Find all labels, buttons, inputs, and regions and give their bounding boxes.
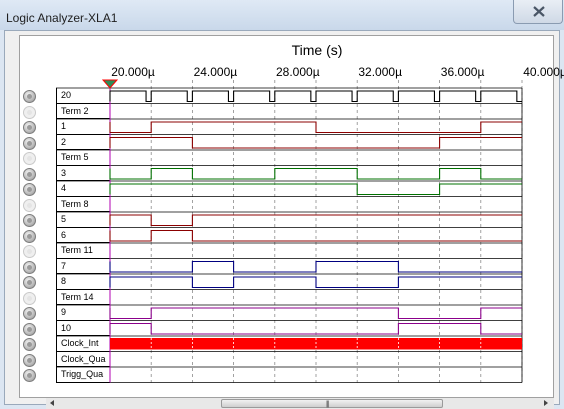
trigger-marker-icon: [103, 80, 117, 88]
time-tick-label: 20.000µ: [111, 65, 155, 79]
signal-trace-1: [110, 122, 522, 133]
time-tick-label: 28.000µ: [276, 65, 320, 79]
scrollbar-thumb[interactable]: [221, 399, 443, 408]
time-axis-title: Time (s): [292, 42, 343, 58]
signal-trace-8: [110, 277, 522, 288]
time-tick-label: 32.000µ: [358, 65, 402, 79]
time-tick-label: 24.000µ: [194, 65, 238, 79]
scroll-right-arrow-icon[interactable]: [544, 400, 548, 406]
time-tick-label: 36.000µ: [441, 65, 485, 79]
signal-trace-20: [110, 91, 522, 102]
time-tick-label: 40.000µ: [523, 65, 564, 79]
scrollbar-grip-icon: |||: [326, 401, 328, 408]
scroll-left-arrow-icon[interactable]: [50, 400, 54, 406]
signal-trace-7: [110, 262, 522, 273]
